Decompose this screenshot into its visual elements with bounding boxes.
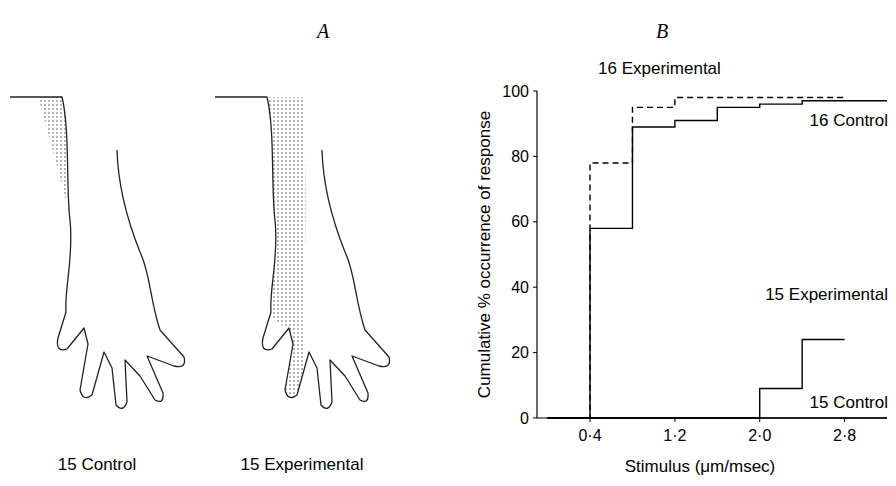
step-line [548, 101, 887, 418]
y-tick-label: 40 [511, 279, 529, 296]
panel-letter: A [315, 20, 330, 42]
series-label: 16 Control [810, 111, 888, 130]
y-tick-label: 0 [520, 410, 529, 427]
step-line [548, 98, 845, 418]
figure-root: A 15 Control 15 Experimental B 0 20 40 60 80 100 0… [0, 0, 896, 486]
y-axis-title: Cumulative % occurrence of response [475, 111, 494, 398]
arm-drawing: 15 Experimental [215, 97, 390, 474]
series-label: 15 Control [810, 393, 888, 412]
x-tick-label: 1·2 [663, 427, 686, 444]
y-tick [533, 287, 537, 288]
y-tick [533, 91, 537, 92]
y-axis [536, 91, 537, 418]
y-tick [533, 156, 537, 157]
series-label: 16 Experimental [598, 59, 721, 78]
x-tick-label: 2·8 [833, 427, 856, 444]
series-label: 15 Experimental [765, 285, 888, 304]
y-tick [533, 418, 537, 419]
stippled-area [225, 97, 306, 398]
y-tick-label: 60 [511, 213, 529, 230]
y-tick-label: 100 [502, 83, 529, 100]
figure: A 15 Control 15 Experimental B 0 20 40 60 80 100 0… [0, 0, 896, 486]
arm-outline [10, 97, 185, 408]
x-axis-title: Stimulus (μm/msec) [625, 457, 776, 476]
y-tick-label: 20 [511, 344, 529, 361]
x-axis [537, 417, 887, 418]
x-tick-label: 0·4 [578, 427, 601, 444]
y-tick-label: 80 [511, 148, 529, 165]
y-tick [533, 352, 537, 353]
drawing-label: 15 Experimental [241, 455, 364, 474]
panel-letter: B [656, 20, 668, 42]
step-line [548, 340, 845, 418]
y-tick [533, 221, 537, 222]
x-tick-label: 2·0 [748, 427, 771, 444]
arm-outline [215, 97, 390, 408]
step-line [548, 417, 887, 418]
plot-lines [548, 98, 887, 418]
arm-drawing: 15 Control [10, 97, 185, 474]
drawing-label: 15 Control [58, 455, 136, 474]
